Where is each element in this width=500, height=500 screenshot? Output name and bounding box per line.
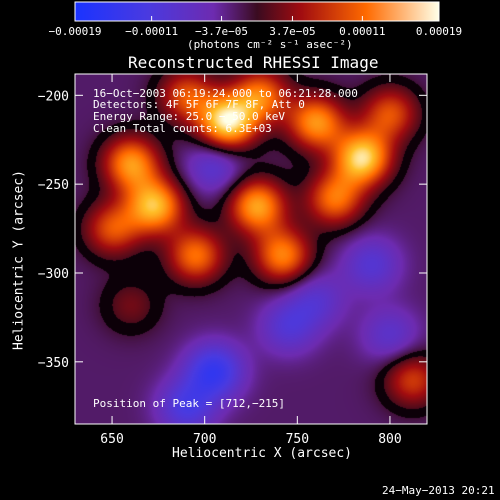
- y-tick-label: −250: [38, 178, 69, 193]
- heatmap-image: [75, 74, 427, 424]
- colorbar-tick-label: 0.00019: [415, 25, 463, 38]
- x-axis-label: Heliocentric X (arcsec): [172, 446, 353, 461]
- colorbar-tick-label: 0.00011: [339, 25, 386, 38]
- y-tick-label: −300: [38, 267, 69, 282]
- clean-counts-text: Clean Total counts: 6.3E+03: [93, 122, 272, 135]
- colorbar-tick-label: −3.7e−05: [195, 25, 249, 38]
- y-tick-label: −350: [38, 356, 69, 371]
- x-tick-label: 750: [286, 432, 309, 447]
- colorbar-tick-label: −0.00011: [125, 25, 179, 38]
- peak-position-text: Position of Peak = [712,−215]: [93, 397, 286, 410]
- colorbar-gradient: [74, 1, 440, 22]
- x-tick-label: 800: [378, 432, 401, 447]
- colorbar-unit-label: (photons cm⁻² s⁻¹ asec⁻²): [187, 38, 353, 51]
- energy-range-text: Energy Range: 25.0 − 50.0 keV: [93, 110, 286, 123]
- colorbar: [74, 1, 440, 22]
- chart-title: Reconstructed RHESSI Image: [128, 53, 379, 72]
- detectors-text: Detectors: 4F 5F 6F 7F 8F, Att 0: [93, 98, 305, 111]
- x-tick-label: 700: [193, 432, 216, 447]
- plot-frame: [74, 73, 428, 425]
- colorbar-tick-label: 3.7e−05: [269, 25, 316, 38]
- y-tick-label: −200: [38, 89, 69, 104]
- plot-timestamp: 24−May−2013 20:21: [382, 484, 495, 497]
- colorbar-tick-label: −0.00019: [48, 25, 102, 38]
- x-tick-label: 650: [100, 432, 123, 447]
- time-range-text: 16−Oct−2003 06:19:24.000 to 06:21:28.000: [93, 87, 358, 100]
